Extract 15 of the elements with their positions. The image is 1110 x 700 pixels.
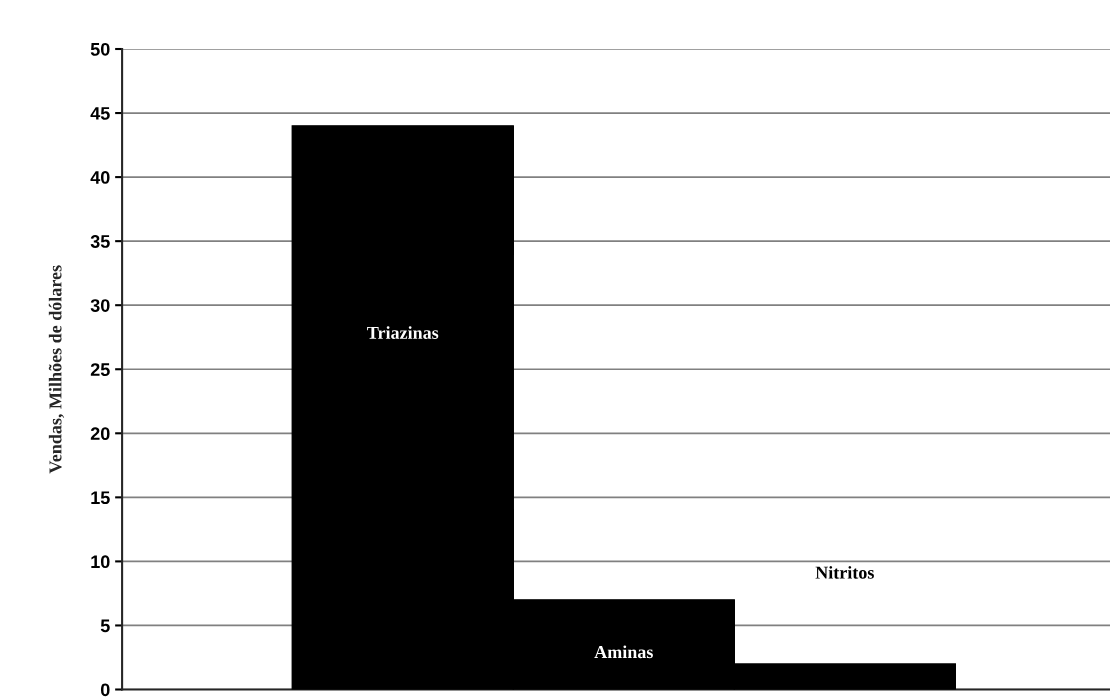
y-tick-label: 30 — [90, 299, 110, 312]
y-tick-label: 15 — [91, 491, 110, 505]
x-tick-label: Aminas — [594, 645, 653, 659]
y-tick-label: 0 — [100, 683, 110, 697]
y-tick-label: 45 — [90, 107, 110, 120]
y-tick-label: 50 — [90, 42, 110, 56]
y-tick-label: 10 — [91, 555, 110, 569]
y-tick-label: 25 — [90, 363, 110, 376]
y-tick-label: 20 — [90, 427, 110, 441]
y-tick-label: 40 — [90, 171, 110, 184]
y-tick-label: 35 — [90, 235, 110, 248]
x-tick-label: Triazinas — [367, 326, 439, 339]
y-tick-label: 5 — [100, 619, 110, 633]
y-axis-title: Vendas, Milhões de dólares — [48, 265, 65, 474]
x-tick-label: Nitritos — [815, 566, 874, 579]
